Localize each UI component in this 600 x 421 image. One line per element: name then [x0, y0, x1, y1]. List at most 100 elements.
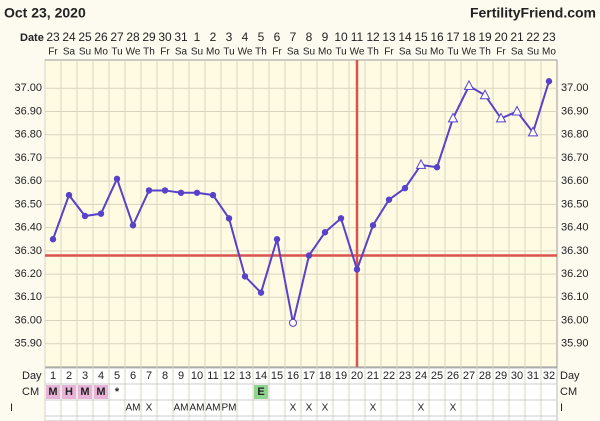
weekday-label: Fr: [160, 47, 170, 58]
date-label: Date: [20, 32, 44, 44]
temperature-point: [177, 189, 185, 196]
weekday-label: Th: [143, 47, 155, 58]
day-number: 3: [82, 370, 88, 382]
weekday-label: Th: [367, 47, 379, 58]
intercourse-value: AM: [174, 403, 189, 414]
temperature-point: [353, 266, 361, 273]
y-tick-label-right: 35.90: [561, 338, 589, 350]
day-number: 26: [447, 370, 459, 382]
day-number: 32: [543, 370, 555, 382]
day-number: 31: [527, 370, 539, 382]
intercourse-value: PM: [222, 403, 237, 414]
temperature-point: [273, 236, 281, 243]
day-number: 16: [287, 370, 299, 382]
temperature-point: [289, 318, 297, 327]
weekday-label: Sa: [511, 47, 524, 58]
intercourse-value: X: [306, 403, 313, 414]
weekday-label: Mo: [94, 47, 108, 58]
day-number: 5: [114, 370, 120, 382]
date-label: 26: [94, 30, 108, 44]
day-label: Day: [560, 370, 580, 382]
date-label: 21: [510, 30, 524, 44]
day-number: 21: [367, 370, 379, 382]
day-number: 27: [463, 370, 475, 382]
day-number: 29: [495, 370, 507, 382]
weekday-label: Tu: [223, 47, 234, 58]
weekday-label: Tu: [111, 47, 122, 58]
day-number: 12: [223, 370, 235, 382]
weekday-label: Mo: [430, 47, 444, 58]
date-label: 9: [322, 30, 329, 44]
temperature-point: [527, 126, 539, 137]
temperature-point: [545, 78, 553, 85]
date-label: 29: [142, 30, 156, 44]
intercourse-value: AM: [126, 403, 141, 414]
y-tick-label: 36.90: [14, 105, 42, 117]
temperature-point: [479, 89, 491, 100]
intercourse-value: X: [322, 403, 329, 414]
intercourse-value: AM: [190, 403, 205, 414]
day-number: 1: [50, 370, 56, 382]
temperature-point: [81, 212, 89, 220]
day-number: 8: [162, 370, 168, 382]
day-number: 4: [98, 370, 104, 382]
temperature-point: [369, 222, 377, 229]
day-number: 10: [191, 370, 203, 382]
intercourse-value: X: [418, 403, 425, 414]
temperature-point: [385, 196, 393, 203]
weekday-label: Sa: [175, 47, 188, 58]
weekday-label: Su: [415, 47, 427, 58]
temperature-point: [49, 236, 57, 243]
y-tick-label-right: 36.10: [561, 291, 589, 303]
temperature-point: [447, 112, 459, 123]
weekday-label: Mo: [542, 47, 556, 58]
day-number: 20: [351, 370, 363, 382]
weekday-label: Tu: [447, 47, 458, 58]
y-tick-label: 37.00: [14, 82, 42, 94]
cm-cell: [254, 385, 268, 399]
day-number: 2: [66, 370, 72, 382]
day-number: 22: [383, 370, 395, 382]
temperature-point: [463, 79, 475, 90]
temperature-point: [193, 189, 201, 196]
temperature-point: [97, 210, 105, 217]
intercourse-value: X: [370, 403, 377, 414]
y-tick-label-right: 36.30: [561, 245, 589, 257]
y-tick-label-right: 36.80: [561, 129, 589, 141]
day-number: 15: [271, 370, 283, 382]
temperature-point: [241, 273, 249, 280]
temperature-point: [65, 191, 73, 199]
source: FertilityFriend.com: [470, 5, 596, 21]
weekday-label: Mo: [206, 47, 220, 58]
cm-value: M: [96, 386, 105, 398]
weekday-label: Fr: [272, 47, 282, 58]
y-tick-label-right: 36.20: [561, 268, 589, 280]
date-label: 1: [194, 30, 201, 44]
temperature-point: [305, 252, 313, 259]
date-label: 4: [242, 30, 249, 44]
temperature-line: [52, 80, 550, 324]
temperature-point: [337, 215, 345, 222]
y-tick-label-right: 37.00: [561, 82, 589, 94]
y-tick-label-right: 36.50: [561, 198, 589, 210]
day-number: 28: [479, 370, 491, 382]
temperature-point: [113, 175, 121, 183]
weekday-label: Sa: [287, 47, 300, 58]
weekday-label: Sa: [63, 47, 76, 58]
y-tick-label: 36.30: [14, 245, 42, 257]
weekday-label: We: [462, 47, 477, 58]
y-tick-label: 36.20: [14, 268, 42, 280]
y-tick-label: 36.70: [14, 152, 42, 164]
temperature-point: [321, 229, 329, 236]
day-number: 24: [415, 370, 427, 382]
date-label: 7: [290, 30, 297, 44]
temperature-point: [257, 289, 265, 296]
weekday-label: Su: [527, 47, 539, 58]
cm-cell: [78, 385, 92, 399]
weekday-label: We: [238, 47, 253, 58]
date-label: 22: [526, 30, 540, 44]
weekday-label: Th: [255, 47, 267, 58]
date-label: 31: [174, 30, 188, 44]
temperature-point: [401, 184, 409, 192]
cm-value: E: [257, 386, 264, 398]
